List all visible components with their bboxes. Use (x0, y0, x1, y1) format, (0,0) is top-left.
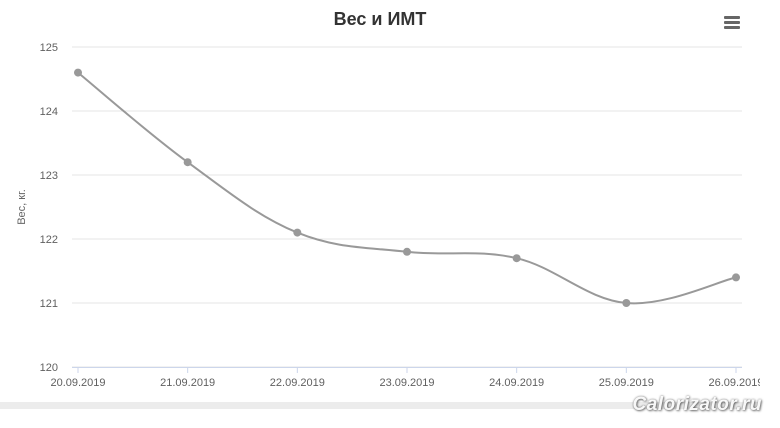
data-point[interactable] (403, 247, 411, 256)
x-tick-label: 24.09.2019 (489, 377, 544, 389)
data-point[interactable] (183, 158, 192, 167)
y-tick-label: 121 (40, 298, 58, 310)
data-point[interactable] (622, 299, 631, 307)
menu-bar (724, 16, 740, 19)
chart-title: Вес и ИМТ (333, 9, 427, 29)
menu-bar (724, 26, 740, 29)
y-axis-title: Вес, кг. (16, 189, 28, 225)
right-margin (760, 0, 780, 428)
y-axis-ticks: 120 121 122 123 124 125 (40, 42, 58, 374)
x-tick-label: 22.09.2019 (270, 377, 325, 389)
x-axis-ticks: 20.09.2019 21.09.2019 22.09.2019 23.09.2019… (50, 367, 760, 389)
x-tick-label: 25.09.2019 (599, 377, 654, 389)
hamburger-menu-icon[interactable] (722, 14, 742, 32)
y-tick-label: 124 (40, 106, 58, 118)
y-tick-label: 120 (40, 362, 58, 374)
x-tick-label: 26.09.2019 (708, 377, 760, 389)
data-point[interactable] (293, 228, 302, 237)
data-point[interactable] (74, 68, 82, 77)
y-tick-label: 123 (40, 170, 58, 182)
x-tick-label: 20.09.2019 (50, 377, 105, 389)
series-line (77, 71, 737, 305)
series-layer (74, 68, 740, 307)
data-point[interactable] (732, 273, 740, 282)
x-tick-label: 23.09.2019 (379, 377, 434, 389)
y-tick-label: 122 (40, 234, 58, 246)
menu-bar (724, 21, 740, 24)
data-point[interactable] (512, 254, 521, 263)
horizontal-scrollbar[interactable] (0, 402, 760, 409)
y-tick-label: 125 (40, 42, 58, 54)
grid-lines (72, 46, 742, 368)
x-tick-label: 21.09.2019 (160, 377, 215, 389)
watermark-logo: Calorizator.ru (632, 394, 762, 415)
